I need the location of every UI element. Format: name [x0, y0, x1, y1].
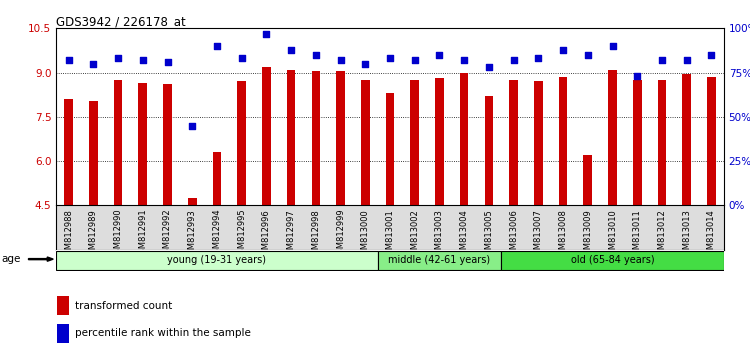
Text: GSM812993: GSM812993	[188, 209, 196, 259]
Text: GSM813011: GSM813011	[633, 209, 642, 259]
Point	[136, 57, 148, 63]
Point	[706, 52, 718, 58]
Bar	[286, 70, 296, 205]
Point	[557, 47, 569, 52]
Bar	[114, 80, 122, 205]
Text: transformed count: transformed count	[75, 301, 172, 311]
Text: middle (42-61 years): middle (42-61 years)	[388, 255, 490, 265]
Text: GSM813010: GSM813010	[608, 209, 617, 259]
Text: GSM813009: GSM813009	[584, 209, 592, 259]
Text: GSM813014: GSM813014	[707, 209, 716, 259]
Point	[656, 57, 668, 63]
Point	[508, 57, 520, 63]
FancyBboxPatch shape	[501, 251, 724, 270]
Bar	[361, 80, 370, 205]
Point	[285, 47, 297, 52]
Bar	[658, 80, 666, 205]
Bar	[682, 74, 691, 205]
Text: GSM813005: GSM813005	[484, 209, 494, 259]
Bar	[633, 80, 641, 205]
Bar	[164, 84, 172, 205]
Point	[87, 61, 99, 67]
FancyBboxPatch shape	[56, 251, 378, 270]
Text: GSM812996: GSM812996	[262, 209, 271, 259]
Bar	[57, 296, 69, 315]
Point	[112, 56, 124, 61]
Text: GSM812990: GSM812990	[113, 209, 122, 259]
Point	[211, 43, 223, 49]
Bar	[139, 83, 147, 205]
Text: GSM813008: GSM813008	[559, 209, 568, 260]
Text: old (65-84 years): old (65-84 years)	[571, 255, 654, 265]
Point	[384, 56, 396, 61]
Text: GSM813004: GSM813004	[460, 209, 469, 259]
Point	[458, 57, 470, 63]
Text: GSM813012: GSM813012	[658, 209, 667, 259]
Point	[236, 56, 248, 61]
Bar	[707, 77, 716, 205]
Point	[409, 57, 421, 63]
Bar	[262, 67, 271, 205]
Text: GSM813000: GSM813000	[361, 209, 370, 259]
Text: GSM812998: GSM812998	[311, 209, 320, 259]
Bar	[484, 96, 494, 205]
Text: GSM812991: GSM812991	[138, 209, 147, 259]
Bar	[311, 71, 320, 205]
Point	[681, 57, 693, 63]
Text: GDS3942 / 226178_at: GDS3942 / 226178_at	[56, 15, 186, 28]
Point	[334, 57, 346, 63]
Bar	[64, 99, 73, 205]
Bar	[212, 152, 221, 205]
Point	[161, 59, 173, 65]
Text: GSM813006: GSM813006	[509, 209, 518, 260]
Text: age: age	[2, 254, 21, 264]
Point	[632, 73, 644, 79]
Point	[433, 52, 445, 58]
Text: GSM812999: GSM812999	[336, 209, 345, 259]
Bar	[435, 79, 444, 205]
Bar	[509, 80, 518, 205]
Bar	[57, 324, 69, 343]
Text: GSM813001: GSM813001	[386, 209, 394, 259]
FancyBboxPatch shape	[378, 251, 501, 270]
Text: GSM813003: GSM813003	[435, 209, 444, 260]
Bar	[336, 71, 345, 205]
Bar	[584, 155, 592, 205]
Point	[532, 56, 544, 61]
Bar	[460, 73, 469, 205]
Point	[310, 52, 322, 58]
Bar	[89, 101, 98, 205]
Point	[62, 57, 74, 63]
Text: GSM813007: GSM813007	[534, 209, 543, 260]
Point	[260, 31, 272, 36]
Point	[582, 52, 594, 58]
Text: GSM812997: GSM812997	[286, 209, 296, 259]
Text: young (19-31 years): young (19-31 years)	[167, 255, 266, 265]
Bar	[534, 81, 543, 205]
Bar	[410, 80, 419, 205]
Text: GSM812995: GSM812995	[237, 209, 246, 259]
Text: percentile rank within the sample: percentile rank within the sample	[75, 328, 250, 338]
Text: GSM812994: GSM812994	[212, 209, 221, 259]
Point	[483, 64, 495, 70]
Text: GSM813002: GSM813002	[410, 209, 419, 259]
Point	[186, 123, 198, 129]
Text: GSM812988: GSM812988	[64, 209, 73, 260]
Bar	[237, 81, 246, 205]
Point	[359, 61, 371, 67]
Text: GSM812992: GSM812992	[163, 209, 172, 259]
Bar	[608, 70, 616, 205]
Bar	[559, 77, 568, 205]
Point	[607, 43, 619, 49]
Text: GSM813013: GSM813013	[682, 209, 692, 260]
Text: GSM812989: GSM812989	[88, 209, 98, 259]
Bar	[188, 198, 196, 205]
Bar	[386, 93, 394, 205]
